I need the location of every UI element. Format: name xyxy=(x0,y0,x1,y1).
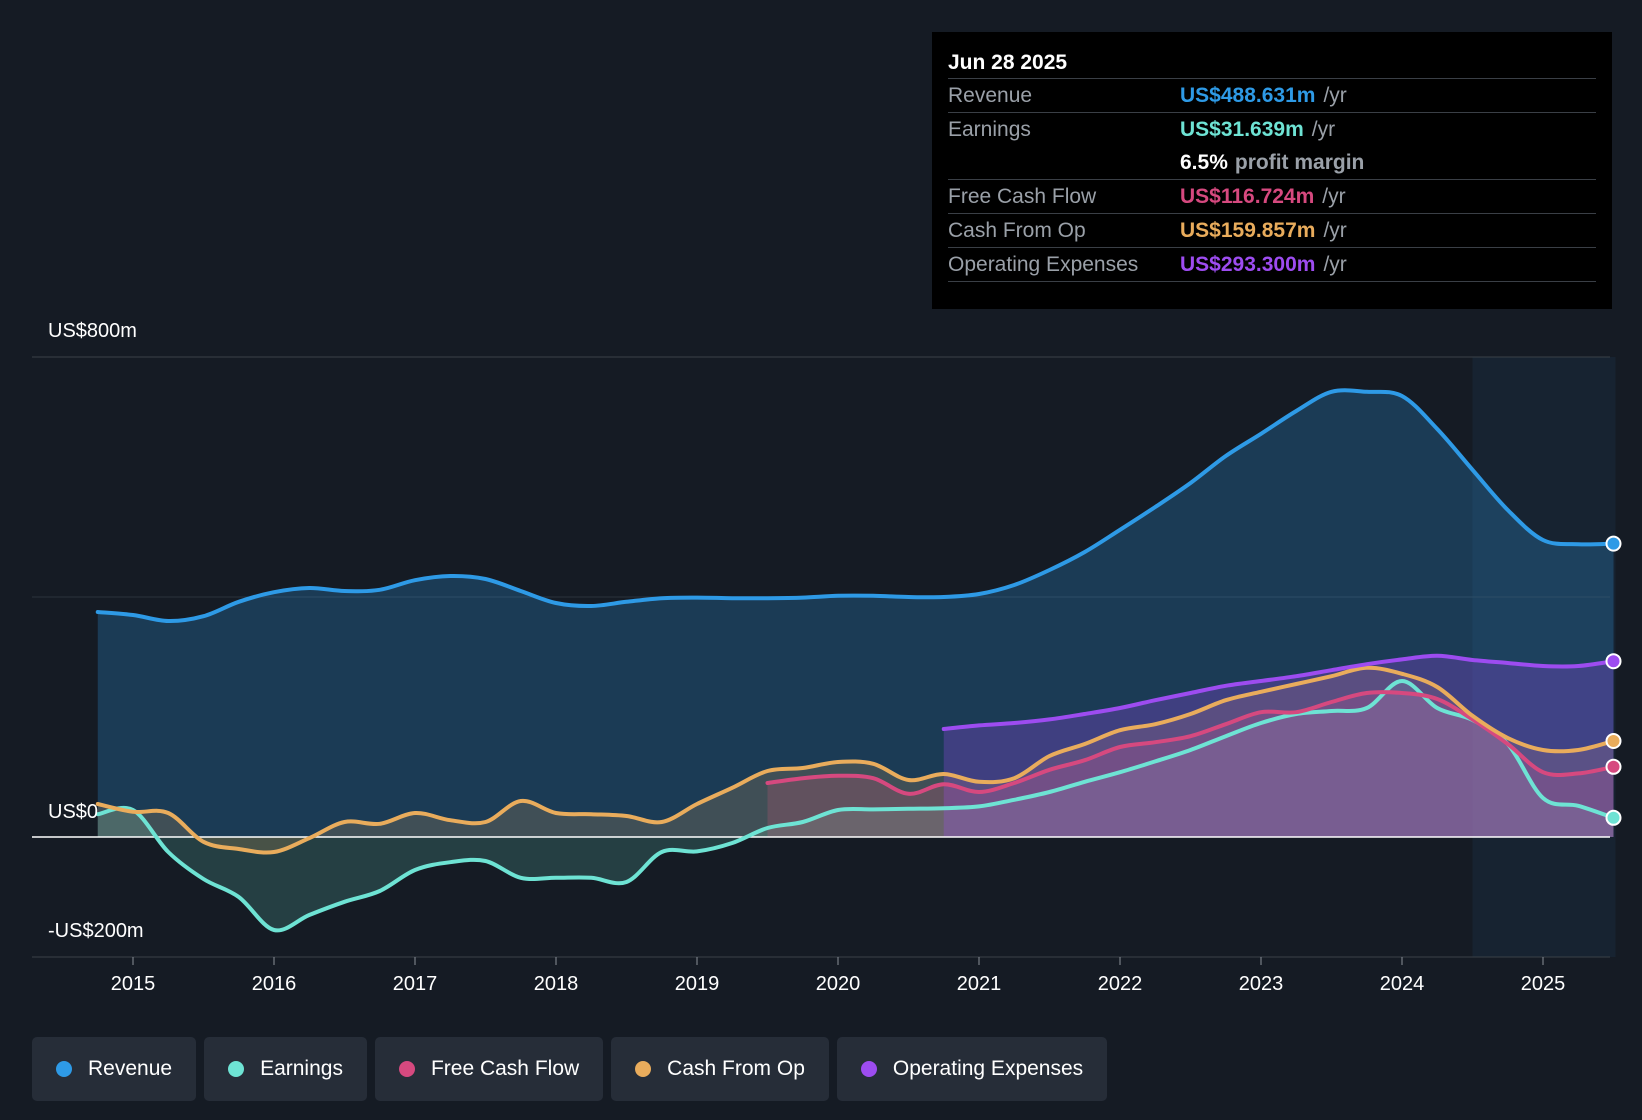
legend-item-earnings[interactable]: Earnings xyxy=(204,1037,367,1101)
tooltip-row-earnings: Earnings US$31.639m /yr xyxy=(948,112,1596,146)
revenue-line xyxy=(95,388,1616,624)
x-tick-label-2021: 2021 xyxy=(957,973,1002,995)
legend-item-free-cash-flow[interactable]: Free Cash Flow xyxy=(374,1037,604,1101)
free-cash-flow-area xyxy=(767,692,1614,837)
tooltip-label: Operating Expenses xyxy=(948,252,1139,276)
tooltip-value: US$159.857m xyxy=(1180,218,1316,242)
operating-expenses-end-marker xyxy=(1605,653,1622,670)
legend-label: Free Cash Flow xyxy=(430,1057,580,1080)
data-tooltip: Jun 28 2025 Revenue US$488.631m /yr Earn… xyxy=(932,32,1612,309)
free-cash-flow-end-marker xyxy=(1605,758,1622,775)
tooltip-label: Free Cash Flow xyxy=(948,184,1097,208)
earnings-dot-icon xyxy=(228,1061,245,1077)
tooltip-value: US$31.639m xyxy=(1180,117,1304,141)
y-axis-label-zero: US$0 xyxy=(48,801,99,823)
earnings-line xyxy=(95,679,1616,933)
y-axis-label-top: US$800m xyxy=(48,320,137,342)
tooltip-unit: /yr xyxy=(1323,252,1347,276)
earnings-area xyxy=(97,681,1614,931)
tooltip-row-free-cash-flow: Free Cash Flow US$116.724m /yr xyxy=(948,179,1596,213)
profit-margin-value: 6.5% xyxy=(1180,150,1228,174)
legend-label: Cash From Op xyxy=(667,1057,805,1080)
cash-from-op-dot-icon xyxy=(635,1061,652,1077)
forecast-region xyxy=(1472,357,1616,957)
tooltip-unit: /yr xyxy=(1322,184,1346,208)
tooltip-unit: /yr xyxy=(1323,218,1347,242)
revenue-dot-icon xyxy=(56,1061,72,1077)
tooltip-date: Jun 28 2025 xyxy=(948,51,1068,74)
free-cash-flow-line xyxy=(765,690,1616,796)
x-tick-label-2019: 2019 xyxy=(675,973,720,995)
tooltip-value: US$488.631m xyxy=(1180,83,1316,107)
x-tick-label-2018: 2018 xyxy=(534,973,579,995)
revenue-area xyxy=(97,390,1614,837)
profit-margin-label: profit margin xyxy=(1234,150,1365,174)
tooltip-row-revenue: Revenue US$488.631m /yr xyxy=(948,78,1596,112)
x-tick-label-2020: 2020 xyxy=(816,973,861,995)
legend-item-revenue[interactable]: Revenue xyxy=(32,1037,197,1101)
x-tick-label-2025: 2025 xyxy=(1521,973,1566,995)
y-axis-label-bottom: -US$200m xyxy=(48,920,144,942)
x-tick-label-2024: 2024 xyxy=(1380,973,1425,995)
x-tick-label-2015: 2015 xyxy=(111,973,156,995)
cash-from-op-end-marker xyxy=(1605,733,1622,749)
cash-from-op-line xyxy=(95,665,1616,855)
tooltip-row-profit-margin: 6.5% profit margin xyxy=(948,146,1596,179)
tooltip-value: US$293.300m xyxy=(1180,252,1316,276)
tooltip-row-cash-from-op: Cash From Op US$159.857m /yr xyxy=(948,213,1596,247)
free-cash-flow-dot-icon xyxy=(398,1061,415,1077)
tooltip-label: Earnings xyxy=(948,117,1031,141)
chart-legend: Revenue Earnings Free Cash Flow Cash Fro… xyxy=(32,1037,1108,1101)
tooltip-unit: /yr xyxy=(1323,83,1347,107)
operating-expenses-line xyxy=(941,653,1616,731)
x-tick-label-2016: 2016 xyxy=(252,973,297,995)
legend-item-cash-from-op[interactable]: Cash From Op xyxy=(611,1037,829,1101)
operating-expenses-dot-icon xyxy=(860,1061,877,1077)
tooltip-row-operating-expenses: Operating Expenses US$293.300m /yr xyxy=(948,247,1596,282)
legend-label: Operating Expenses xyxy=(892,1057,1084,1080)
legend-label: Earnings xyxy=(260,1057,343,1080)
x-tick-label-2022: 2022 xyxy=(1098,973,1143,995)
cash-from-op-area xyxy=(97,667,1614,853)
x-tick-label-2023: 2023 xyxy=(1239,973,1284,995)
tooltip-label: Cash From Op xyxy=(948,218,1086,242)
legend-item-operating-expenses[interactable]: Operating Expenses xyxy=(836,1037,1108,1101)
earnings-end-marker xyxy=(1605,809,1622,826)
tooltip-unit: /yr xyxy=(1311,117,1336,141)
legend-label: Revenue xyxy=(88,1057,173,1080)
tooltip-value: US$116.724m xyxy=(1180,184,1315,208)
x-tick-label-2017: 2017 xyxy=(393,973,438,995)
revenue-end-marker xyxy=(1605,535,1622,552)
tooltip-label: Revenue xyxy=(948,83,1033,107)
